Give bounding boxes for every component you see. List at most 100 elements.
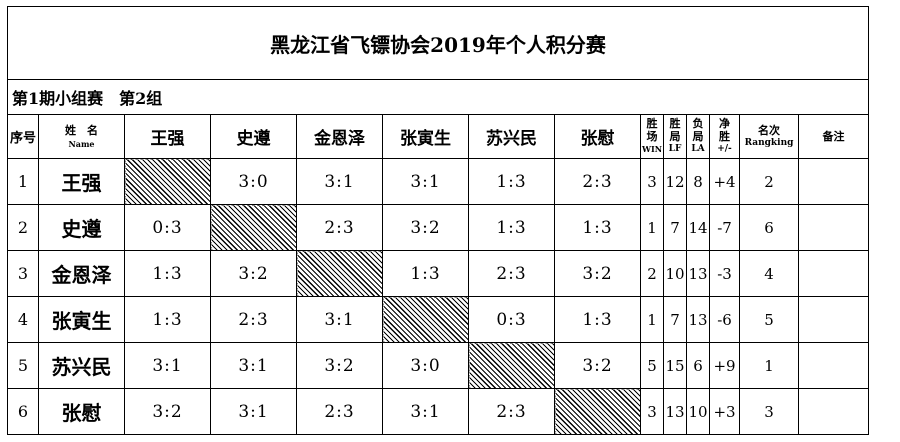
header-rank-cn: 名次 — [758, 123, 780, 137]
match-score: 3:1 — [382, 388, 469, 435]
row-index: 3 — [7, 250, 39, 297]
match-score: 1:3 — [468, 204, 555, 251]
self-match-cell — [210, 204, 297, 251]
header-rank: 名次 Rangking — [739, 114, 799, 159]
header-player-4: 张寅生 — [382, 114, 469, 159]
row-index: 6 — [7, 388, 39, 435]
header-lf: 胜局 LF — [663, 114, 687, 159]
header-net-cn: 净胜 — [719, 117, 730, 143]
table-row: 3 金恩泽 1:3 3:2 1:3 2:3 3:2 2 10 13 -3 4 — [7, 250, 869, 297]
match-score: 3:1 — [210, 388, 297, 435]
match-score: 3:0 — [382, 342, 469, 389]
match-score: 3:2 — [210, 250, 297, 297]
row-player-name: 金恩泽 — [38, 250, 125, 297]
self-match-cell — [296, 250, 383, 297]
legs-against-cell: 13 — [686, 250, 710, 297]
row-player-name: 张慰 — [38, 388, 125, 435]
match-score: 1:3 — [468, 158, 555, 205]
header-player-3: 金恩泽 — [296, 114, 383, 159]
header-win-en: WIN — [641, 144, 663, 154]
match-score: 3:1 — [124, 342, 211, 389]
legs-for-cell: 10 — [663, 250, 687, 297]
row-player-name: 苏兴民 — [38, 342, 125, 389]
header-rank-en: Rangking — [744, 137, 794, 148]
match-score: 3:1 — [382, 158, 469, 205]
net-cell: +3 — [709, 388, 740, 435]
header-seq: 序号 — [7, 114, 39, 159]
net-cell: +9 — [709, 342, 740, 389]
legs-for-cell: 7 — [663, 296, 687, 343]
match-score: 2:3 — [296, 388, 383, 435]
header-name-cn: 姓 名 — [65, 123, 98, 137]
header-lf-en: LF — [668, 144, 682, 154]
header-la-cn: 负局 — [692, 117, 704, 143]
header-net-en: +/- — [717, 144, 732, 154]
self-match-cell — [468, 342, 555, 389]
match-score: 1:3 — [554, 296, 641, 343]
legs-for-cell: 7 — [663, 204, 687, 251]
rank-cell: 5 — [739, 296, 799, 343]
legs-against-cell: 6 — [686, 342, 710, 389]
table-row: 4 张寅生 1:3 2:3 3:1 0:3 1:3 1 7 13 -6 5 — [7, 296, 869, 343]
standings-table: 黑龙江省飞镖协会2019年个人积分赛 第1期小组赛 第2组 序号 姓 名 Nam… — [7, 6, 869, 435]
row-player-name: 王强 — [38, 158, 125, 205]
match-score: 3:1 — [296, 296, 383, 343]
row-player-name: 史遵 — [38, 204, 125, 251]
net-cell: -7 — [709, 204, 740, 251]
match-score: 2:3 — [296, 204, 383, 251]
legs-against-cell: 10 — [686, 388, 710, 435]
rank-cell: 2 — [739, 158, 799, 205]
match-score: 3:2 — [382, 204, 469, 251]
match-score: 3:2 — [554, 342, 641, 389]
row-index: 2 — [7, 204, 39, 251]
table-row: 5 苏兴民 3:1 3:1 3:2 3:0 3:2 5 15 6 +9 1 — [7, 342, 869, 389]
rank-cell: 6 — [739, 204, 799, 251]
legs-against-cell: 8 — [686, 158, 710, 205]
match-score: 3:2 — [554, 250, 641, 297]
note-cell — [798, 158, 869, 205]
table-row: 1 王强 3:0 3:1 3:1 1:3 2:3 3 12 8 +4 2 — [7, 158, 869, 205]
row-index: 4 — [7, 296, 39, 343]
table-row: 2 史遵 0:3 2:3 3:2 1:3 1:3 1 7 14 -7 6 — [7, 204, 869, 251]
match-score: 3:1 — [296, 158, 383, 205]
header-net: 净胜 +/- — [709, 114, 740, 159]
self-match-cell — [124, 158, 211, 205]
wins-cell: 3 — [640, 388, 664, 435]
row-index: 1 — [7, 158, 39, 205]
header-player-2: 史遵 — [210, 114, 297, 159]
match-score: 2:3 — [468, 250, 555, 297]
legs-against-cell: 13 — [686, 296, 710, 343]
self-match-cell — [554, 388, 641, 435]
header-name: 姓 名 Name — [38, 114, 125, 159]
group-label: 第1期小组赛 第2组 — [7, 79, 869, 115]
net-cell: -6 — [709, 296, 740, 343]
header-note: 备注 — [798, 114, 869, 159]
header-win: 胜场 WIN — [640, 114, 664, 159]
legs-for-cell: 12 — [663, 158, 687, 205]
legs-against-cell: 14 — [686, 204, 710, 251]
match-score: 2:3 — [210, 296, 297, 343]
match-score: 3:2 — [296, 342, 383, 389]
match-score: 3:0 — [210, 158, 297, 205]
match-score: 3:2 — [124, 388, 211, 435]
row-player-name: 张寅生 — [38, 296, 125, 343]
match-score: 2:3 — [554, 158, 641, 205]
header-player-1: 王强 — [124, 114, 211, 159]
match-score: 2:3 — [468, 388, 555, 435]
match-score: 1:3 — [382, 250, 469, 297]
note-cell — [798, 204, 869, 251]
note-cell — [798, 388, 869, 435]
row-index: 5 — [7, 342, 39, 389]
table-row: 6 张慰 3:2 3:1 2:3 3:1 2:3 3 13 10 +3 3 — [7, 388, 869, 435]
wins-cell: 3 — [640, 158, 664, 205]
net-cell: +4 — [709, 158, 740, 205]
header-name-en: Name — [68, 138, 95, 149]
rank-cell: 4 — [739, 250, 799, 297]
match-score: 0:3 — [468, 296, 555, 343]
sheet-title: 黑龙江省飞镖协会2019年个人积分赛 — [7, 6, 869, 80]
header-win-cn: 胜场 — [646, 117, 658, 143]
header-la-en: LA — [691, 144, 705, 154]
header-player-5: 苏兴民 — [468, 114, 555, 159]
header-player-6: 张慰 — [554, 114, 641, 159]
match-score: 1:3 — [124, 250, 211, 297]
